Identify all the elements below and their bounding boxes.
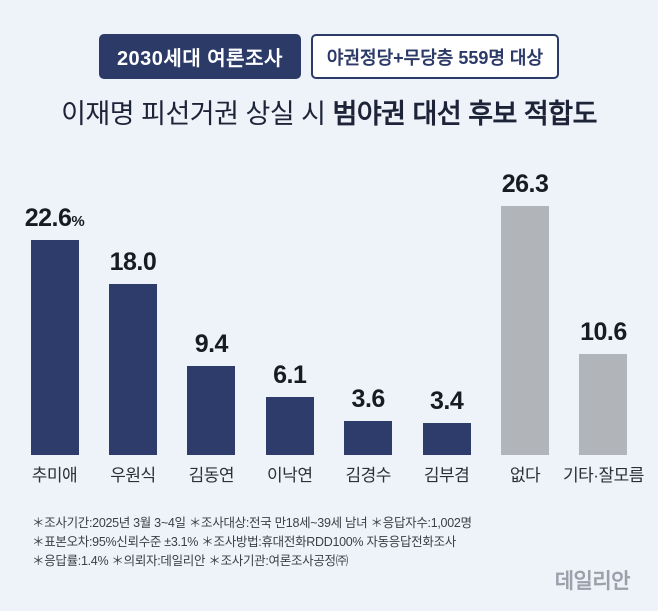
value-label: 3.6 (351, 385, 386, 413)
poll-badge: 2030세대 여론조사 (98, 34, 301, 79)
bar (422, 423, 471, 455)
sample-badge: 야권정당+무당층 559명 대상 (310, 34, 560, 79)
bar (501, 206, 550, 455)
value-label: 3.4 (429, 387, 464, 415)
footnote-line: ＊응답률:1.4% ＊의뢰자:데일리안 ＊조사기관:여론조사공정㈜ (32, 554, 348, 568)
value-label: 10.6 (580, 318, 627, 346)
chart-column: 3.6 김경수 (330, 170, 407, 486)
bar (30, 240, 79, 455)
category-label: 김경수 (345, 466, 391, 485)
chart-column: 10.6 기타·잘모름 (563, 170, 644, 486)
chart-column: 6.1 이낙연 (251, 170, 328, 486)
value-label: 22.6% (24, 204, 85, 232)
chart-column: 18.0 우원식 (94, 170, 171, 486)
chart-column: 26.3 없다 (487, 170, 564, 486)
header: 2030세대 여론조사 야권정당+무당층 559명 대상 (0, 34, 658, 79)
category-label: 기타·잘모름 (563, 466, 644, 485)
footnotes: ＊조사기간:2025년 3월 3~4일 ＊조사대상:전국 만18세~39세 남녀… (32, 514, 638, 571)
category-label: 이낙연 (267, 466, 313, 485)
bar (579, 354, 628, 455)
bar (265, 397, 314, 455)
value-label: 18.0 (109, 248, 157, 276)
category-label: 김동연 (188, 466, 235, 485)
category-label: 추미애 (31, 466, 78, 485)
category-label: 김부겸 (423, 466, 470, 485)
page-title: 이재명 피선거권 상실 시 범야권 대선 후보 적합도 (0, 92, 658, 131)
category-label: 없다 (509, 466, 541, 485)
chart-column: 22.6% 추미애 (16, 170, 93, 486)
bar-chart: 22.6% 추미애 18.0 우원식 9.4 김동연 6.1 이낙연 3.6 김경수 3.4 김부겸 2… (16, 170, 645, 486)
footnote-line: ＊표본오차:95%신뢰수준 ±3.1% ＊조사방법:휴대전화RDD100% 자동… (32, 535, 456, 549)
dailian-logo: 데일리안 (554, 570, 631, 593)
bar (344, 421, 393, 455)
value-label: 26.3 (501, 170, 549, 198)
bar (108, 284, 157, 455)
title-normal: 이재명 피선거권 상실 시 (61, 99, 333, 129)
category-label: 우원식 (110, 466, 156, 485)
chart-column: 9.4 김동연 (173, 170, 250, 486)
chart-column: 3.4 김부겸 (408, 170, 485, 486)
percent-suffix: % (71, 213, 85, 230)
bar (187, 366, 236, 455)
footnote-line: ＊조사기간:2025년 3월 3~4일 ＊조사대상:전국 만18세~39세 남녀… (32, 516, 472, 530)
title-bold: 범야권 대선 후보 적합도 (332, 99, 598, 129)
value-label: 9.4 (194, 330, 229, 358)
value-label: 6.1 (273, 361, 307, 389)
